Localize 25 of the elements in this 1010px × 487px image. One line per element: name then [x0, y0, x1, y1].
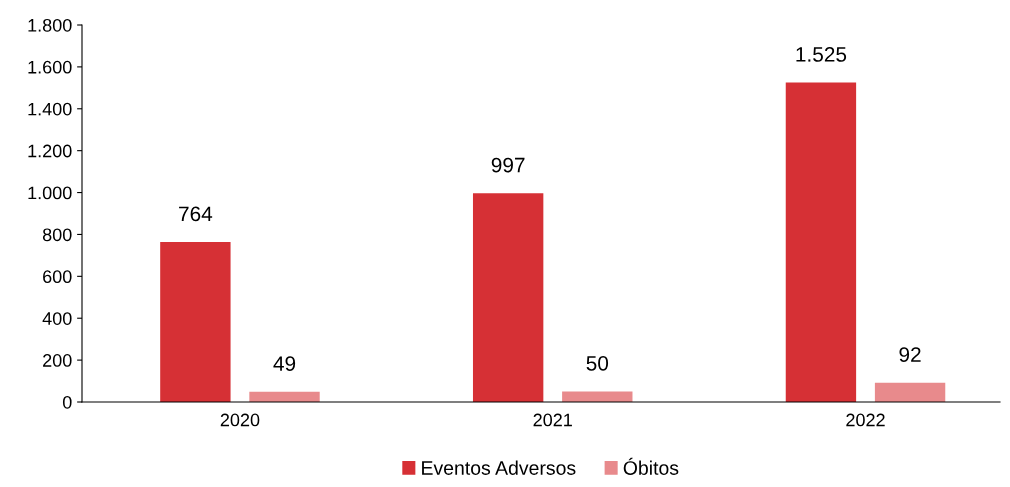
y-tick-label: 1.200 [28, 144, 72, 158]
y-tick-label: 600 [43, 270, 72, 284]
y-tick-label: 1.000 [28, 186, 72, 200]
y-tick-label: 200 [43, 354, 72, 367]
legend-label: Eventos Adversos [422, 460, 576, 475]
data-label: 997 [491, 157, 525, 173]
data-label: 92 [899, 347, 921, 362]
y-tick-label: 1.400 [28, 102, 72, 116]
y-tick-label: 400 [42, 312, 72, 325]
bar [874, 382, 946, 402]
data-label: 1.525 [796, 47, 847, 62]
bar [785, 82, 857, 402]
data-label: 49 [273, 356, 296, 371]
data-label: 764 [179, 206, 213, 222]
y-tick-label: 0 [62, 395, 72, 409]
y-tick-label: 1.800 [28, 18, 72, 32]
y-tick-label: 1.600 [28, 60, 72, 74]
data-label: 50 [586, 355, 609, 371]
x-tick-label: 2020 [220, 413, 260, 427]
legend-label: Óbitos [623, 457, 679, 475]
bar [160, 241, 231, 402]
bar [472, 193, 544, 402]
x-tick-label: 2022 [846, 413, 885, 427]
y-tick-label: 800 [42, 228, 72, 242]
x-tick-label: 2021 [533, 413, 572, 427]
